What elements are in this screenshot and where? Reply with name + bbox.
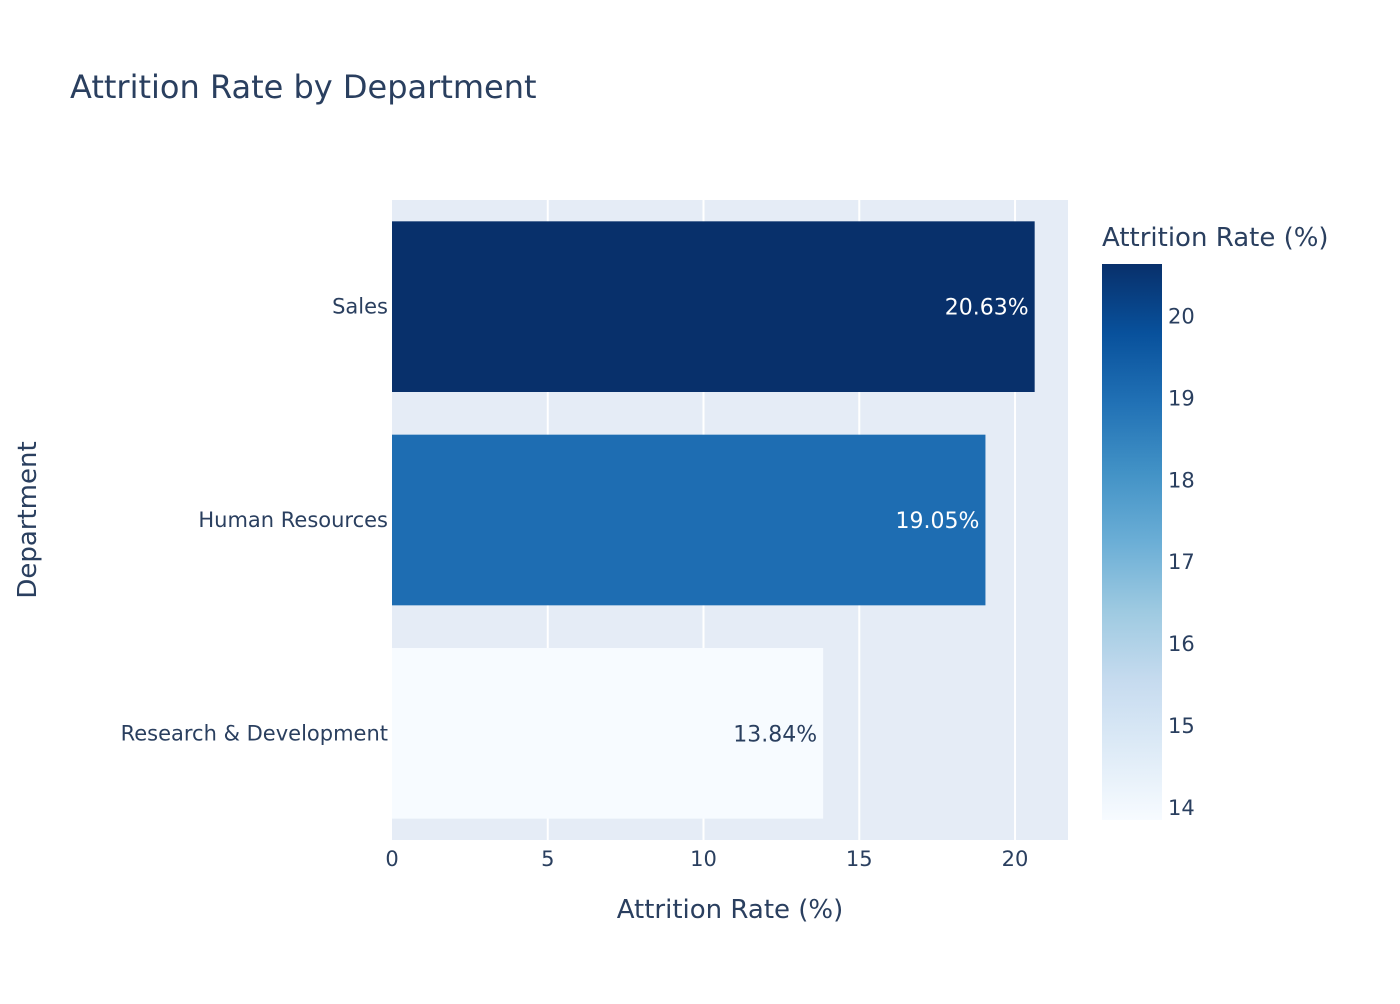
colorbar-title: Attrition Rate (%) bbox=[1102, 223, 1329, 253]
colorbar: Attrition Rate (%) 14 15 16 17 18 19 20 bbox=[1102, 223, 1329, 820]
bars: 20.63% 19.05% 13.84% bbox=[392, 221, 1035, 819]
bar-value-label: 19.05% bbox=[896, 509, 980, 534]
chart-title: Attrition Rate by Department bbox=[70, 68, 537, 106]
x-tick-label: 15 bbox=[846, 847, 873, 871]
colorbar-tick-label: 17 bbox=[1168, 550, 1195, 574]
colorbar-tick-label: 20 bbox=[1168, 305, 1195, 329]
y-axis-title: Department bbox=[13, 441, 43, 598]
y-axis-ticks: Sales Human Resources Research & Developme… bbox=[121, 295, 388, 746]
colorbar-tick-label: 14 bbox=[1168, 796, 1195, 820]
x-tick-label: 10 bbox=[690, 847, 717, 871]
x-tick-label: 20 bbox=[1002, 847, 1029, 871]
bar[interactable] bbox=[392, 648, 824, 819]
colorbar-ticks: 14 15 16 17 18 19 20 bbox=[1168, 305, 1195, 820]
colorbar-tick-label: 15 bbox=[1168, 714, 1195, 738]
y-tick-label: Research & Development bbox=[121, 721, 388, 745]
bar[interactable] bbox=[392, 434, 986, 606]
bar[interactable] bbox=[392, 221, 1035, 392]
y-tick-label: Human Resources bbox=[198, 508, 388, 532]
x-tick-label: 5 bbox=[541, 847, 554, 871]
x-axis-title: Attrition Rate (%) bbox=[617, 895, 844, 925]
colorbar-tick-label: 18 bbox=[1168, 468, 1195, 492]
bar-value-label: 13.84% bbox=[733, 722, 817, 747]
x-tick-label: 0 bbox=[385, 847, 398, 871]
x-axis-ticks: 0 5 10 15 20 bbox=[385, 847, 1028, 871]
colorbar-tick-label: 16 bbox=[1168, 632, 1195, 656]
y-tick-label: Sales bbox=[332, 295, 388, 319]
colorbar-tick-label: 19 bbox=[1168, 386, 1195, 410]
colorbar-gradient bbox=[1102, 264, 1162, 820]
bar-value-label: 20.63% bbox=[945, 296, 1029, 321]
